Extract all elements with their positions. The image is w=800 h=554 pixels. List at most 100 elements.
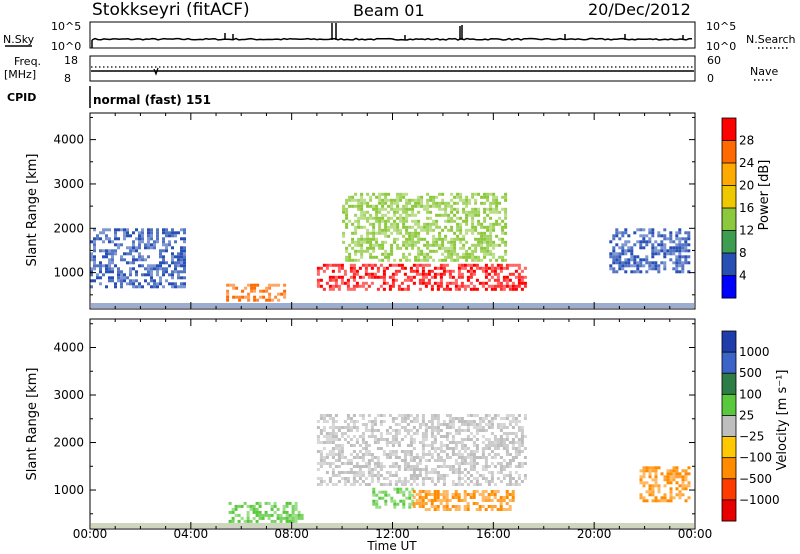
data-cell [483, 201, 487, 205]
data-cell [477, 258, 481, 262]
data-cell [445, 465, 449, 468]
data-cell [465, 231, 469, 235]
data-cell [421, 414, 425, 417]
data-cell [283, 289, 287, 293]
data-cell [675, 487, 679, 491]
data-cell [648, 472, 652, 476]
data-cell [415, 266, 419, 270]
data-cell [456, 252, 460, 256]
data-cell [430, 453, 434, 456]
data-cell [424, 459, 428, 462]
data-cell [427, 450, 431, 453]
data-cell [463, 474, 467, 477]
data-cell [499, 508, 503, 511]
data-cell [138, 240, 141, 244]
data-cell [456, 255, 460, 259]
data-cell [447, 255, 451, 259]
data-cell [478, 281, 482, 285]
data-cell [517, 447, 521, 450]
data-cell [405, 231, 409, 235]
data-cell [474, 243, 478, 247]
data-cell [412, 420, 416, 423]
data-cell [472, 462, 476, 465]
data-cell [477, 192, 481, 196]
data-cell [409, 456, 413, 459]
data-cell [684, 255, 688, 259]
data-cell [343, 471, 347, 474]
data-cell [633, 264, 637, 268]
data-cell [429, 249, 433, 253]
data-cell [427, 281, 431, 285]
data-cell [484, 477, 488, 480]
data-cell [663, 234, 667, 238]
data-cell [328, 414, 332, 417]
data-cell [465, 216, 469, 220]
data-cell [340, 447, 344, 450]
data-cell [442, 499, 446, 502]
data-cell [147, 255, 150, 259]
data-cell [331, 456, 335, 459]
data-cell [633, 258, 637, 262]
data-cell [253, 289, 257, 293]
data-cell [523, 435, 527, 438]
data-cell [456, 234, 460, 238]
data-cell [226, 298, 230, 302]
data-cell [354, 258, 358, 262]
data-cell [517, 414, 521, 417]
data-cell [400, 450, 404, 453]
data-cell [105, 264, 108, 268]
data-cell [285, 516, 289, 520]
data-cell [442, 272, 446, 276]
data-cell [366, 228, 370, 232]
data-cell [483, 240, 487, 244]
data-cell [285, 519, 289, 523]
data-cell [481, 441, 485, 444]
data-cell [234, 513, 238, 517]
data-cell [496, 266, 500, 270]
data-cell [246, 510, 250, 514]
data-cell [411, 493, 415, 497]
data-cell [445, 453, 449, 456]
data-cell [417, 252, 421, 256]
data-cell [183, 228, 186, 232]
data-cell [475, 471, 479, 474]
data-cell [400, 438, 404, 441]
data-cell [471, 249, 475, 253]
freq-tick-top: 18 [64, 54, 78, 67]
data-cell [381, 228, 385, 232]
data-cell [129, 267, 132, 271]
data-cell [450, 258, 454, 262]
data-cell [517, 450, 521, 453]
data-cell [165, 249, 168, 253]
colorbar-swatch [722, 118, 736, 141]
data-cell [402, 505, 406, 509]
data-cell [316, 420, 320, 423]
data-cell [366, 192, 370, 196]
data-cell [502, 465, 506, 468]
data-cell [403, 266, 407, 270]
data-cell [514, 441, 518, 444]
data-cell [430, 502, 434, 505]
data-cell [478, 420, 482, 423]
data-cell [445, 444, 449, 447]
data-cell [648, 484, 652, 488]
data-cell [484, 508, 488, 511]
data-cell [463, 459, 467, 462]
data-cell [450, 192, 454, 196]
data-cell [415, 465, 419, 468]
data-cell [618, 231, 622, 235]
data-cell [484, 499, 488, 502]
data-cell [261, 513, 265, 517]
data-cell [402, 255, 406, 259]
data-cell [517, 420, 521, 423]
data-cell [502, 441, 506, 444]
data-cell [162, 273, 165, 277]
data-cell [405, 225, 409, 229]
data-cell [475, 490, 479, 493]
data-cell [463, 490, 467, 493]
data-cell [675, 258, 679, 262]
data-cell [342, 234, 346, 238]
data-cell [639, 234, 643, 238]
data-cell [624, 258, 628, 262]
